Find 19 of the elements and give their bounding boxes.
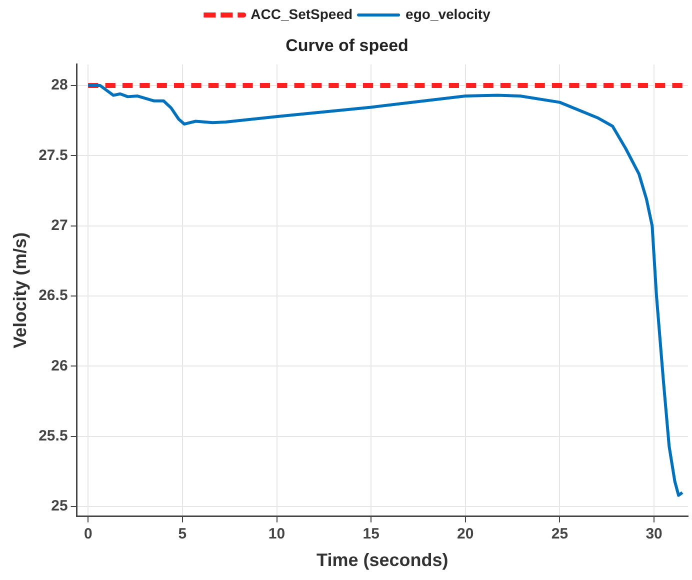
- x-axis-title: Time (seconds): [316, 550, 448, 570]
- y-tick-label: 26.5: [38, 287, 68, 304]
- y-tick-label: 27.5: [38, 146, 68, 164]
- y-tick-label: 25.5: [38, 428, 68, 445]
- y-tick-label: 26: [51, 357, 68, 374]
- y-tick-label: 25: [51, 498, 68, 515]
- x-tick-label: 0: [84, 526, 92, 543]
- legend-label: ACC_SetSpeed: [250, 6, 353, 22]
- x-tick-label: 10: [268, 526, 286, 543]
- y-tick-label: 28: [51, 76, 68, 94]
- x-tick-label: 15: [362, 526, 380, 543]
- chart-title: Curve of speed: [286, 36, 408, 55]
- x-tick-label: 20: [457, 526, 474, 543]
- x-tick-label: 30: [646, 526, 662, 543]
- y-tick-label: 27: [51, 216, 68, 234]
- y-axis-title: Velocity (m/s): [10, 232, 30, 348]
- legend-label: ego_velocity: [406, 6, 491, 22]
- x-tick-label: 5: [178, 526, 187, 543]
- x-tick-label: 25: [551, 526, 568, 543]
